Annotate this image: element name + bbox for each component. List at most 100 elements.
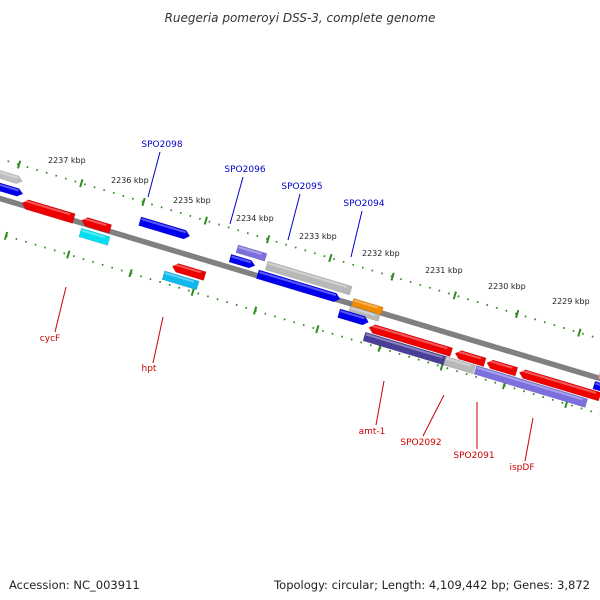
major-tick [265, 235, 271, 244]
topology-text: Topology: circular; Length: 4,109,442 bp… [274, 578, 590, 592]
major-tick [515, 309, 520, 319]
gene-box [597, 370, 600, 384]
callout-line [54, 286, 67, 333]
gene-feature[interactable] [454, 349, 487, 367]
gene-label[interactable]: SPO2098 [141, 140, 182, 150]
gene-highlight [173, 263, 202, 274]
gene-highlight [83, 217, 107, 227]
callout-line [422, 394, 445, 437]
gene-feature[interactable] [256, 269, 341, 303]
gene-feature[interactable] [138, 216, 191, 241]
gene-feature[interactable] [78, 227, 111, 246]
major-tick [252, 306, 258, 315]
callout-line [287, 193, 301, 241]
gene-label[interactable]: cycF [40, 334, 60, 344]
gene-feature[interactable] [80, 216, 113, 234]
gene-box [486, 359, 519, 377]
gene-box [81, 217, 113, 234]
gene-highlight [340, 310, 365, 320]
scale-label: 2235 kbp [173, 196, 211, 205]
gene-box [256, 269, 341, 303]
gene-label[interactable]: SPO2092 [400, 438, 441, 448]
gene-feature[interactable] [443, 356, 476, 375]
gene-feature[interactable] [235, 244, 268, 262]
gene-feature[interactable] [0, 179, 24, 197]
gene-box [171, 263, 207, 281]
gene-feature[interactable] [348, 305, 381, 322]
major-tick [315, 325, 320, 334]
gene-box [228, 253, 256, 269]
gene-highlight [370, 324, 448, 350]
gene-highlight [81, 229, 106, 239]
gene-feature[interactable] [21, 198, 76, 224]
gene-feature[interactable] [0, 165, 24, 185]
scale-labels: 2237 kbp 2236 kbp 2235 kbp 2234 kbp 2233 kbp… [48, 156, 590, 306]
gene-highlight [23, 199, 71, 216]
major-tick [3, 231, 9, 240]
gene-highlight [0, 181, 19, 192]
gene-feature[interactable] [351, 298, 384, 316]
gene-highlight [488, 359, 513, 369]
gene-highlight [446, 357, 471, 367]
gene-highlight [267, 262, 348, 288]
major-tick [66, 250, 71, 259]
gene-feature[interactable] [368, 323, 453, 357]
gene-feature[interactable] [473, 365, 589, 408]
gene-feature[interactable] [486, 359, 519, 377]
major-tick [128, 269, 133, 278]
track-group [0, 148, 600, 433]
gene-label[interactable]: SPO2091 [453, 451, 494, 461]
gene-label[interactable]: SPO2094 [343, 199, 384, 209]
callout-line [152, 316, 164, 364]
major-tick [577, 328, 582, 337]
callout-line [524, 417, 534, 462]
gene-feature[interactable] [592, 380, 600, 394]
scale-label: 2230 kbp [488, 282, 526, 291]
gene-highlight [350, 306, 376, 317]
major-ticks [3, 160, 582, 409]
gene-label[interactable]: hpt [142, 364, 157, 374]
gene-box [443, 356, 476, 375]
gene-highlight [164, 272, 195, 283]
gene-feature[interactable] [264, 260, 353, 296]
scale-label: 2229 kbp [552, 297, 590, 306]
major-tick [203, 216, 208, 225]
gene-box [519, 369, 600, 402]
gene-box [337, 308, 369, 326]
gene-highlight [595, 382, 600, 387]
gene-box [161, 270, 200, 291]
callout-line [229, 176, 244, 225]
gene-box [351, 298, 384, 316]
gene-highlight [238, 246, 262, 255]
gene-highlight [365, 333, 443, 359]
gene-box [368, 324, 453, 357]
accession-text: Accession: NC_003911 [9, 578, 140, 592]
gene-features [0, 165, 600, 408]
outer-tick-track [0, 148, 600, 364]
scale-label: 2232 kbp [362, 249, 400, 258]
major-tick [390, 272, 395, 281]
gene-label[interactable]: amt-1 [359, 427, 386, 437]
gene-feature[interactable] [161, 270, 200, 291]
gene-box [473, 365, 589, 408]
scale-label: 2234 kbp [236, 214, 274, 223]
gene-box [138, 216, 191, 240]
map-title: Ruegeria pomeroyi DSS-3, complete genome [165, 11, 436, 25]
gene-feature[interactable] [518, 368, 600, 402]
gene-feature[interactable] [171, 262, 207, 281]
gene-feature[interactable] [597, 370, 600, 384]
gene-label[interactable]: SPO2096 [224, 165, 265, 175]
major-tick [79, 179, 84, 188]
gene-feature[interactable] [228, 253, 256, 269]
major-tick [190, 287, 195, 296]
gene-box [0, 165, 23, 184]
gene-highlight [520, 369, 597, 394]
gene-highlight [231, 255, 252, 264]
gene-label[interactable]: ispDF [509, 463, 534, 473]
gene-feature[interactable] [337, 308, 370, 327]
gene-label[interactable]: SPO2095 [281, 182, 322, 192]
scale-label: 2237 kbp [48, 156, 86, 165]
gene-highlight [476, 366, 583, 401]
